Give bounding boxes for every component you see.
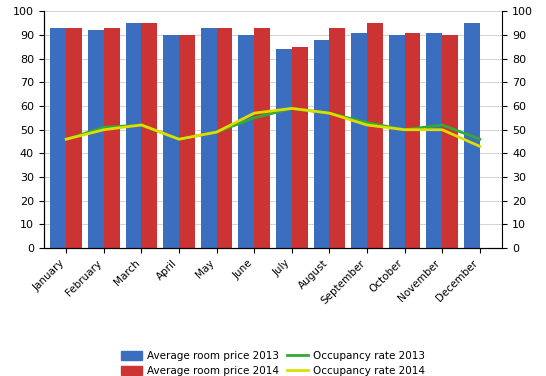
Bar xyxy=(389,35,405,248)
Bar xyxy=(464,23,480,248)
Bar xyxy=(276,49,292,248)
Bar xyxy=(351,33,367,248)
Bar xyxy=(405,33,420,248)
Bar xyxy=(217,28,233,248)
Bar xyxy=(367,23,383,248)
Bar xyxy=(126,23,141,248)
Bar xyxy=(254,28,270,248)
Bar xyxy=(313,40,329,248)
Bar xyxy=(179,35,195,248)
Bar xyxy=(329,28,345,248)
Bar xyxy=(292,47,307,248)
Bar xyxy=(88,30,104,248)
Bar xyxy=(442,35,458,248)
Bar xyxy=(163,35,179,248)
Bar xyxy=(141,23,157,248)
Bar xyxy=(426,33,442,248)
Bar xyxy=(66,28,82,248)
Bar xyxy=(104,28,120,248)
Legend: Average room price 2013, Average room price 2014, Occupancy rate 2013, Occupancy: Average room price 2013, Average room pr… xyxy=(117,346,429,376)
Bar xyxy=(239,35,254,248)
Bar xyxy=(50,28,66,248)
Bar xyxy=(201,28,217,248)
